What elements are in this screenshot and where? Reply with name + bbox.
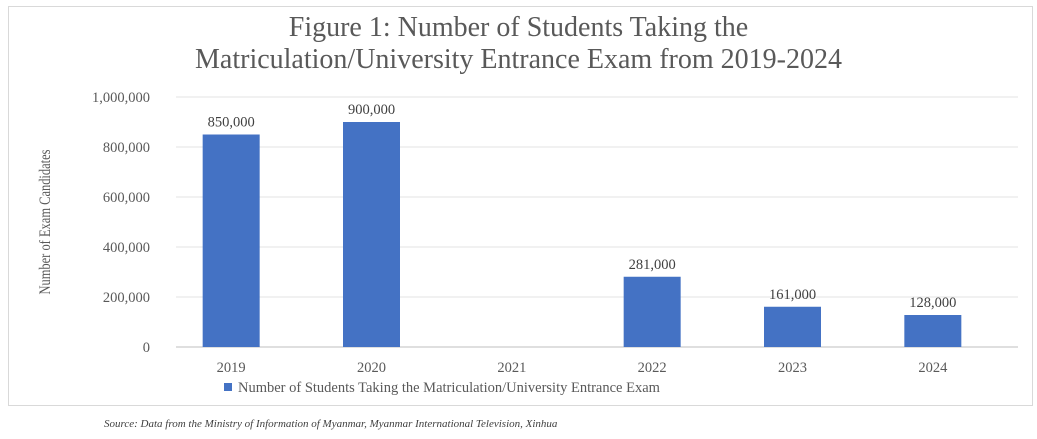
data-label-2019: 850,000 — [208, 115, 255, 131]
chart-title-line-2: Matriculation/University Entrance Exam f… — [195, 44, 842, 75]
bar-2019 — [202, 134, 260, 347]
x-tick-label-2019: 2019 — [217, 360, 246, 376]
bar-2023 — [764, 306, 821, 347]
x-tick-label-2020: 2020 — [357, 360, 386, 376]
bar-2020 — [343, 122, 400, 347]
data-label-2024: 128,000 — [909, 295, 956, 311]
legend-swatch — [224, 383, 232, 391]
x-tick-label-2024: 2024 — [918, 360, 948, 376]
legend-label: Number of Students Taking the Matriculat… — [238, 380, 661, 396]
chart-title-line-1: Figure 1: Number of Students Taking the — [288, 12, 749, 43]
bar-2022 — [623, 276, 681, 347]
y-axis-ticks: 0 200,000 400,000 600,000 800,000 1,000,000 — [92, 90, 150, 356]
chart-frame — [8, 6, 1033, 406]
data-labels: 850,000 900,000 281,000 161,000 128,000 — [208, 102, 957, 311]
y-tick-label: 1,000,000 — [92, 90, 150, 106]
source-note: Source: Data from the Ministry of Inform… — [104, 418, 558, 430]
x-tick-label-2022: 2022 — [638, 360, 667, 376]
y-tick-label: 800,000 — [103, 140, 150, 156]
y-axis-label: Number of Exam Candidates — [37, 149, 55, 294]
data-label-2023: 161,000 — [769, 287, 816, 303]
x-tick-label-2021: 2021 — [497, 360, 526, 376]
y-tick-label: 400,000 — [103, 240, 150, 256]
data-label-2022: 281,000 — [629, 257, 676, 273]
chart-title: Figure 1: Number of Students Taking the … — [0, 12, 1037, 76]
y-tick-label: 200,000 — [103, 290, 150, 306]
y-tick-label: 600,000 — [103, 190, 150, 206]
x-tick-label-2023: 2023 — [778, 360, 807, 376]
y-tick-label: 0 — [143, 340, 150, 356]
legend: Number of Students Taking the Matriculat… — [224, 380, 661, 396]
bar-2024 — [904, 315, 962, 347]
x-axis-ticks: 2019 2020 2021 2022 2023 2024 — [217, 360, 948, 376]
bars — [202, 122, 962, 347]
data-label-2020: 900,000 — [348, 102, 395, 118]
gridlines — [176, 96, 1018, 348]
